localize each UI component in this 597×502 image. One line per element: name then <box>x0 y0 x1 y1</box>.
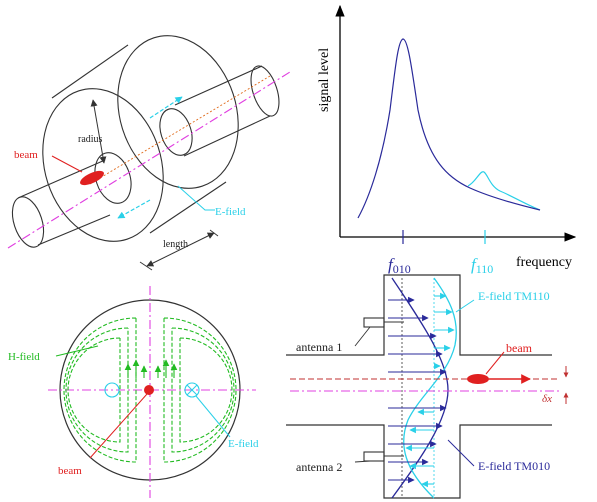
label-efield-3d: E-field <box>215 206 246 218</box>
beam-leader-side <box>485 351 505 375</box>
y-axis-label: signal level <box>317 48 332 112</box>
efield-leader <box>177 185 215 211</box>
hfield-arrows <box>124 359 178 378</box>
x-axis-label: frequency <box>516 255 572 270</box>
cavity-back-disc <box>117 35 239 189</box>
beam-dot <box>144 385 154 395</box>
beam-axis-orange <box>89 75 271 185</box>
label-beam-side: beam <box>506 341 533 355</box>
label-dx: δx <box>542 393 552 405</box>
beam-pipe-left-top <box>17 159 106 199</box>
beam-axis <box>7 71 291 249</box>
beam-pipe-right-top <box>174 65 263 106</box>
efield-arrow-top <box>149 96 183 119</box>
tick-f010-main: f <box>388 255 395 274</box>
series-tm010-curve <box>357 38 541 219</box>
tm010-leader <box>447 439 475 467</box>
tm110-leader <box>455 299 475 313</box>
antenna-1 <box>363 317 404 328</box>
beam-leader-cs <box>89 393 148 459</box>
label-length: length <box>163 239 188 250</box>
beam-hole-back <box>159 108 193 156</box>
tm010-arrows <box>388 296 447 484</box>
label-tm010: E-field TM010 <box>478 459 550 473</box>
antenna-2 <box>363 451 404 462</box>
cavity-side-bottom <box>149 181 227 234</box>
label-beam-3d: beam <box>14 149 38 161</box>
beam-pipe-left-end <box>11 196 45 248</box>
efield-arrow-bottom <box>117 199 151 219</box>
hfield-leader <box>55 345 99 357</box>
efield-cross-symbol <box>184 382 200 398</box>
length-arrow <box>146 232 215 267</box>
cavity-front-disc <box>42 88 164 242</box>
hfield-loops-right <box>163 317 237 463</box>
spectrum-plot-panel: signal level frequency f010 f110 <box>317 4 577 276</box>
beam-leader <box>51 155 83 173</box>
label-efield-cs: E-field <box>228 438 259 450</box>
label-antenna2: antenna 2 <box>296 460 342 474</box>
antenna2-leader <box>354 460 371 463</box>
label-tm110: E-field TM110 <box>478 289 550 303</box>
cavity-side-top <box>51 44 129 99</box>
efield-leader-cs <box>195 395 231 438</box>
beam-bunch <box>80 170 104 186</box>
tick-f110-main: f <box>471 255 478 274</box>
label-radius: radius <box>78 134 103 145</box>
efield-dot-symbol <box>104 382 120 398</box>
tick-label-f110: f110 <box>471 255 493 276</box>
side-view-panel: antenna 1 antenna 2 E-field TM110 E-fiel… <box>286 274 569 499</box>
tm110-field-curve <box>403 277 457 499</box>
beam-pipe-left-bottom <box>37 214 111 246</box>
beam-pipe-right-bottom <box>183 115 271 157</box>
tick-label-f010: f010 <box>388 255 411 276</box>
cavity-outline-side <box>286 274 552 499</box>
tm010-field-curve <box>391 277 449 499</box>
length-ext-left <box>139 261 153 271</box>
hfield-loops-left <box>63 317 137 463</box>
tick-f110-sub: 110 <box>476 262 494 276</box>
antenna1-leader <box>354 326 371 347</box>
tick-f010-sub: 010 <box>393 262 411 276</box>
radius-arrow <box>90 99 107 164</box>
cavity-3d-panel: beam radius E-field length <box>7 35 291 271</box>
series-tm110-curve <box>467 171 541 211</box>
cross-section-panel: H-field E-field beam <box>8 286 259 498</box>
label-antenna1: antenna 1 <box>296 340 342 354</box>
beam-bunch-side <box>467 374 489 384</box>
tm110-arrows <box>405 292 455 488</box>
label-hfield: H-field <box>8 351 40 363</box>
label-beam-cs: beam <box>58 465 82 477</box>
